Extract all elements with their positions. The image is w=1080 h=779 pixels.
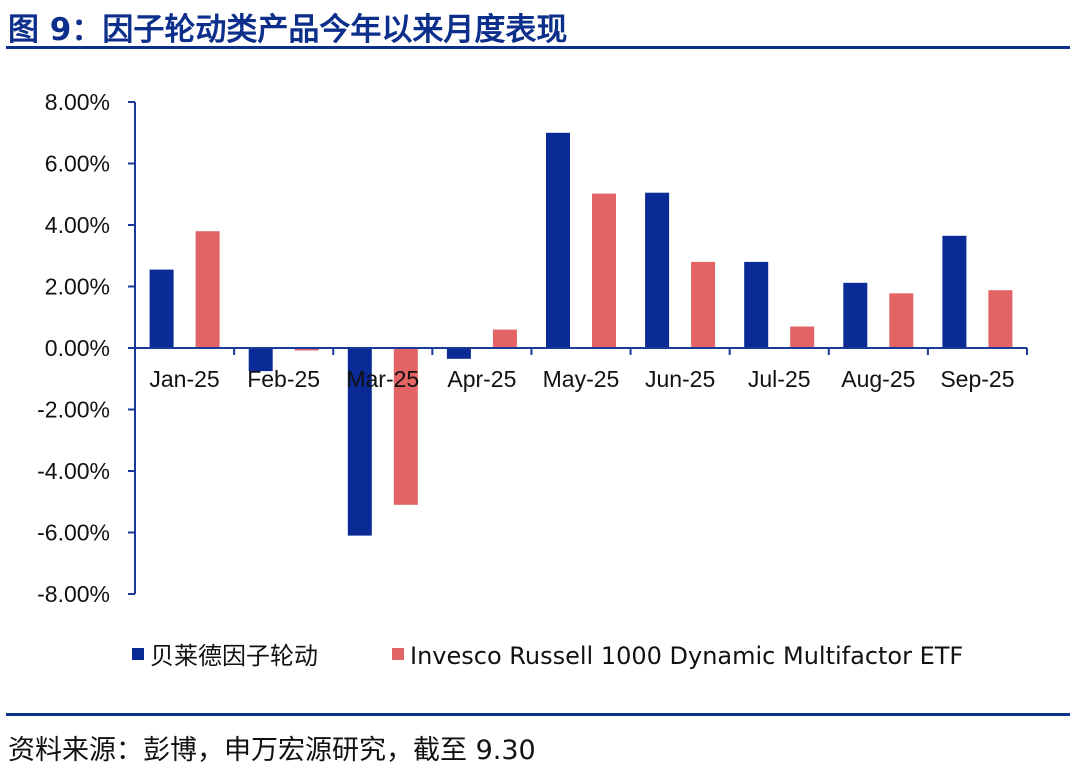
bar-s2-may-25 xyxy=(592,193,616,348)
bar-s2-jan-25 xyxy=(195,231,220,348)
y-tick-label: 6.00% xyxy=(45,151,110,177)
bar-s2-jul-25 xyxy=(790,326,815,348)
bar-s1-jun-25 xyxy=(645,192,670,348)
y-tick-label: 0.00% xyxy=(45,335,110,361)
bar-s1-sep-25 xyxy=(942,235,967,348)
y-tick-label: 2.00% xyxy=(45,274,110,300)
bar-s1-jul-25 xyxy=(744,261,769,348)
y-tick-label: -4.00% xyxy=(37,458,110,484)
x-tick-label: Sep-25 xyxy=(940,366,1014,392)
bar-s1-jan-25 xyxy=(149,269,174,348)
legend-swatch-s1 xyxy=(132,648,144,660)
x-tick-label: Aug-25 xyxy=(841,366,915,392)
x-tick-label: Feb-25 xyxy=(247,366,320,392)
bar-s1-may-25 xyxy=(546,132,570,349)
bar-s1-apr-25 xyxy=(446,348,471,359)
x-tick-label: May-25 xyxy=(543,366,620,392)
x-tick-label: Mar-25 xyxy=(346,366,419,392)
bar-s1-mar-25 xyxy=(347,348,372,536)
legend: 贝莱德因子轮动 Invesco Russell 1000 Dynamic Mult… xyxy=(132,642,963,670)
y-tick-label: 8.00% xyxy=(45,89,110,115)
x-tick-label: Jun-25 xyxy=(645,366,715,392)
x-tick-label: Apr-25 xyxy=(447,366,516,392)
y-tick-label: 4.00% xyxy=(45,212,110,238)
bar-s1-aug-25 xyxy=(843,282,868,348)
bars-layer xyxy=(149,132,1013,536)
title-divider xyxy=(6,46,1070,49)
bar-s1-feb-25 xyxy=(248,348,273,372)
y-tick-label: -2.00% xyxy=(37,397,110,423)
bar-s2-sep-25 xyxy=(988,290,1013,348)
legend-swatch-s2 xyxy=(392,648,404,660)
bar-s2-jun-25 xyxy=(691,261,716,348)
page-title: 图 9：因子轮动类产品今年以来月度表现 xyxy=(8,12,568,48)
y-tick-label: -6.00% xyxy=(37,520,110,546)
legend-label-s1: 贝莱德因子轮动 xyxy=(150,642,318,670)
bar-s2-feb-25 xyxy=(294,348,319,351)
axes-layer: 8.00% 6.00% 4.00% 2.00% 0.00% -2.00% -4.00% -6.… xyxy=(37,89,1028,607)
source-divider xyxy=(6,713,1070,716)
source-note: 资料来源：彭博，申万宏源研究，截至 9.30 xyxy=(8,735,536,766)
bar-s2-apr-25 xyxy=(492,329,517,348)
x-tick-label: Jul-25 xyxy=(748,366,811,392)
bar-s2-aug-25 xyxy=(889,293,914,348)
legend-label-s2: Invesco Russell 1000 Dynamic Multifactor… xyxy=(410,642,963,670)
y-tick-label: -8.00% xyxy=(37,581,110,607)
bar-s2-mar-25 xyxy=(393,348,418,505)
x-tick-label: Jan-25 xyxy=(149,366,219,392)
